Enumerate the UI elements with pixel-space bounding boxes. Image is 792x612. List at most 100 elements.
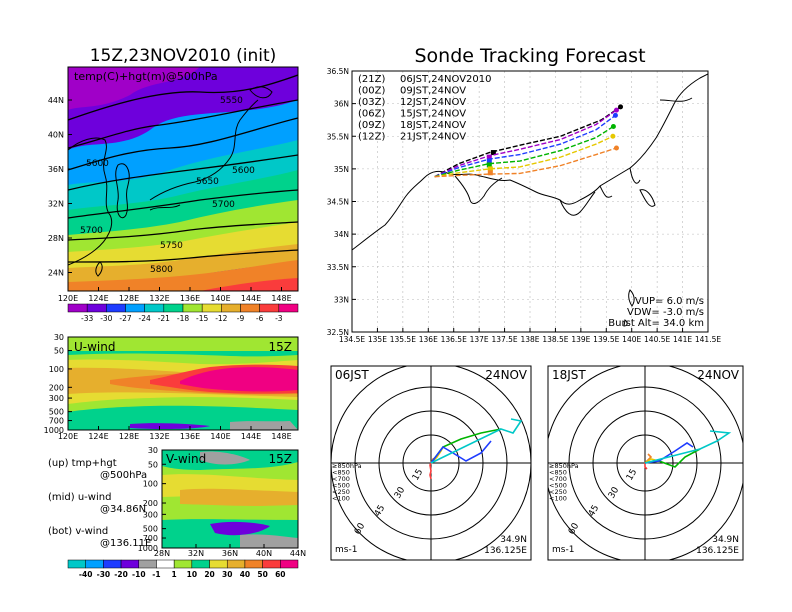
uwind-lon-ticks: 120E 124E 128E 132E 136E 140E 144E 148E — [58, 426, 292, 441]
lon-tick-label: 141E — [673, 335, 692, 344]
lon-tick-label: 120E — [58, 432, 78, 441]
lon-tick-label: 124E — [88, 432, 108, 441]
colorbar-swatch — [144, 303, 165, 313]
colorbar-label: -20 — [114, 570, 128, 579]
pressure-tick-label: 30 — [54, 333, 64, 342]
lon-tick-label: 135.5E — [390, 335, 416, 344]
lon-tick-label: 144E — [241, 432, 261, 441]
ring-label: 15 — [625, 468, 639, 483]
contour-label: 5750 — [160, 241, 183, 251]
pressure-tick-label: 1000 — [44, 426, 64, 435]
sonde-track — [434, 114, 616, 178]
note-bot-level: @136.11E — [100, 538, 151, 549]
track-marker — [486, 158, 492, 164]
hodograph-frame — [330, 365, 532, 561]
hodograph-lat: 34.9N — [500, 535, 527, 545]
lat-tick-label: 44N — [48, 96, 64, 105]
hodograph-lon: 136.125E — [696, 546, 739, 556]
lon-tick-label: 135E — [368, 335, 387, 344]
colorbar-label: -40 — [79, 570, 93, 579]
pressure-tick-label: 100 — [49, 365, 64, 374]
contour-labels: 5550 5600 5650 5600 5700 5700 5750 5800 — [80, 96, 255, 275]
pressure-tick-label: 50 — [54, 347, 64, 356]
level-legend-item: <850 — [549, 469, 567, 477]
colorbar-label: -3 — [275, 314, 283, 323]
ring-label: 15 — [411, 468, 425, 483]
colorbar-swatch — [86, 303, 107, 313]
level-legend-item: <100 — [549, 495, 567, 503]
launch-params: VUP= 6.0 m/s VDW= -3.0 m/s Burst Alt= 34… — [608, 296, 704, 329]
level-legend-item: <100 — [332, 495, 350, 503]
colorbar-label: -9 — [237, 314, 245, 323]
pressure-tick-label: 500 — [143, 525, 158, 534]
legend-time: 21JST,24NOV — [400, 132, 466, 143]
colorbar-swatch — [182, 303, 203, 313]
panel-notes: (up) tmp+hgt @500hPa (mid) u-wind @34.86… — [48, 458, 151, 549]
colorbar-label: -33 — [81, 314, 93, 323]
legend-code: (03Z) — [358, 97, 385, 108]
colorbar-label: 60 — [275, 570, 285, 579]
map-lon-ticks: 120E 124E 128E 132E 136E 140E 144E 148E — [58, 287, 292, 303]
legend-time: 18JST,24NOV — [400, 120, 466, 131]
colorbar-label: 30 — [222, 570, 232, 579]
lon-tick-label: 132E — [149, 432, 169, 441]
hodograph-lon: 136.125E — [484, 546, 527, 556]
pressure-tick-label: 200 — [49, 383, 64, 392]
hodograph-trace — [644, 442, 694, 464]
hodograph-time: 18JST — [552, 368, 586, 382]
level-legend-item: ≥850hPa — [549, 462, 579, 470]
uwind-time: 15Z — [269, 340, 293, 354]
legend-code: (09Z) — [358, 120, 385, 131]
lat-tick-label: 35.5N — [327, 132, 349, 141]
colorbar-swatch — [226, 559, 246, 569]
legend-time: 09JST,24NOV — [400, 86, 466, 97]
lat-tick-label: 24N — [48, 269, 64, 278]
vwind-label: V-wind — [166, 452, 206, 466]
right-title: Sonde Tracking Forecast — [414, 45, 645, 67]
legend-time: 15JST,24NOV — [400, 109, 466, 120]
legend-time: 12JST,24NOV — [400, 97, 466, 108]
wind-colorbar: -40 -30 -20 -10 -1 1 10 20 30 40 50 60 — [67, 559, 299, 579]
colorbar-swatch — [262, 559, 281, 569]
lon-tick-label: 136E — [180, 432, 200, 441]
colorbar-swatch — [173, 559, 193, 569]
left-title: 15Z,23NOV2010 (init) — [90, 46, 277, 66]
lon-tick-label: 134.5E — [339, 335, 365, 344]
colorbar-swatch — [67, 559, 86, 569]
colorbar-label: -12 — [215, 314, 227, 323]
contour-label: 5700 — [80, 226, 103, 236]
contour-label: 5800 — [150, 265, 173, 275]
note-up: (up) tmp+hgt — [48, 458, 117, 469]
sonde-track — [434, 106, 621, 178]
lon-tick-label: 139E — [571, 335, 590, 344]
colorbar-label: -30 — [97, 570, 111, 579]
lon-tick-label: 148E — [271, 432, 291, 441]
ring-label: 45 — [587, 504, 601, 519]
legend-code: (12Z) — [358, 132, 385, 143]
track-marker — [487, 166, 493, 172]
track-marker — [487, 170, 493, 176]
hodograph-date: 24NOV — [697, 368, 739, 382]
colorbar-label: -18 — [177, 314, 189, 323]
note-up-level: @500hPa — [100, 470, 147, 481]
lon-tick-label: 132E — [149, 294, 169, 303]
contour-label: 5700 — [212, 200, 235, 210]
pressure-tick-label: 500 — [49, 408, 64, 417]
pressure-tick-label: 50 — [148, 460, 158, 469]
note-mid-level: @34.86N — [100, 504, 146, 515]
contour-label: 5550 — [220, 96, 243, 106]
lon-tick-label: 141.5E — [695, 335, 721, 344]
lon-tick-label: 138E — [520, 335, 539, 344]
pressure-tick-label: 300 — [143, 510, 158, 519]
vwind-time: 15Z — [269, 452, 293, 466]
vwind-lat-ticks: 28N 32N 36N 40N 44N — [154, 544, 306, 558]
lon-tick-label: 136E — [419, 335, 438, 344]
lon-tick-label: 140E — [210, 294, 230, 303]
legend-code: (21Z) — [358, 74, 385, 85]
colorbar-label: 50 — [257, 570, 267, 579]
